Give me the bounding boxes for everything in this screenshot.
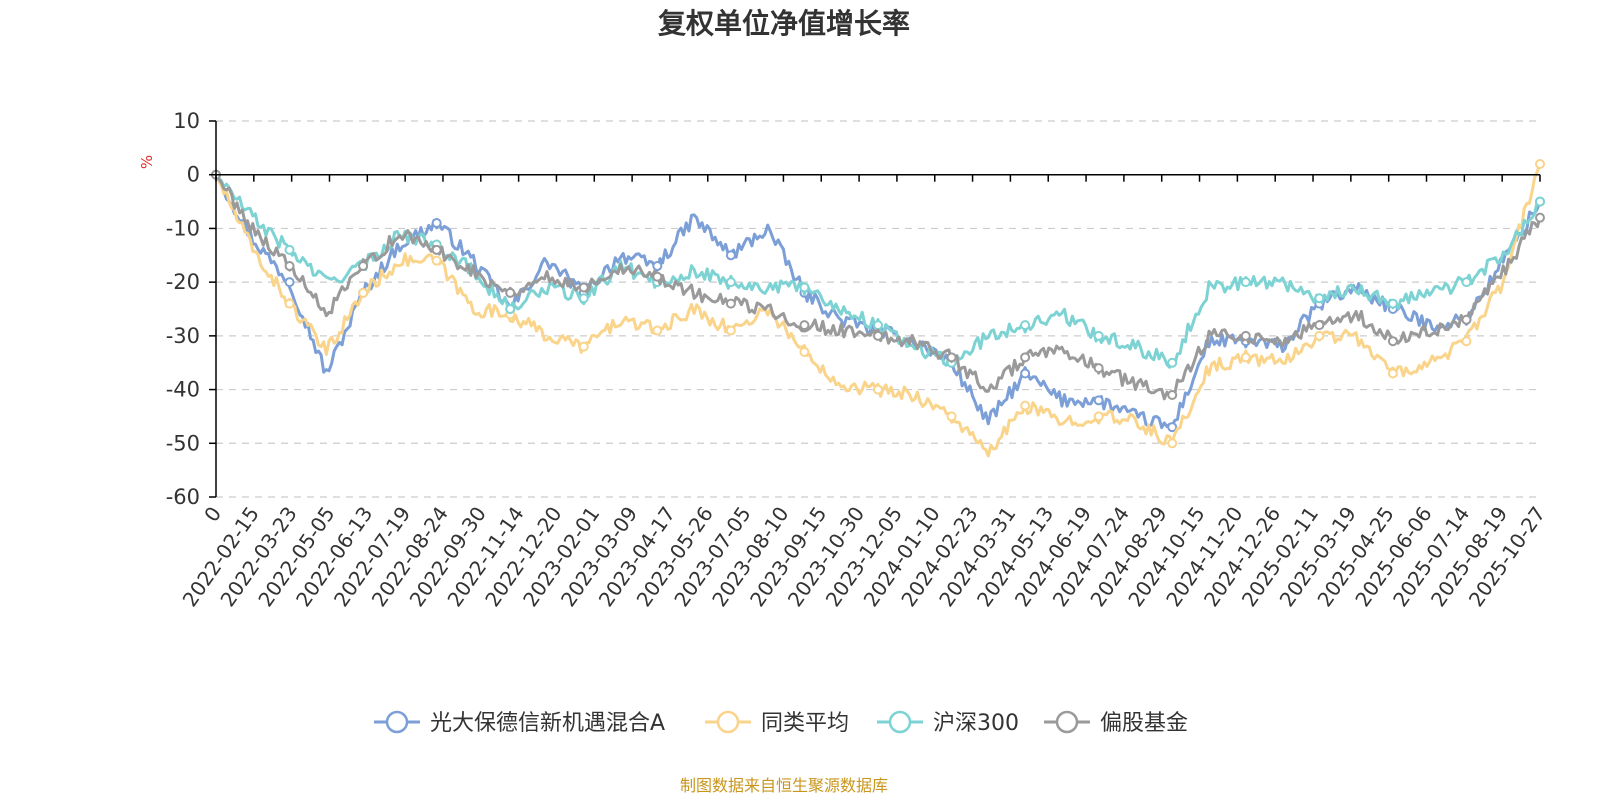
series-point	[505, 304, 516, 314]
series-point	[1093, 330, 1104, 341]
series-point	[1461, 314, 1472, 325]
series-3	[211, 169, 1545, 401]
series-layer	[211, 158, 1545, 458]
series-point	[1093, 363, 1104, 374]
y-tick-label: -60	[166, 485, 200, 509]
series-point	[1020, 368, 1031, 379]
legend-marker-icon	[888, 710, 912, 734]
series-point	[431, 218, 442, 229]
y-tick-label: 10	[173, 109, 200, 133]
y-tick-label: 0	[187, 163, 200, 187]
series-point	[1461, 336, 1472, 347]
series-point	[799, 320, 810, 331]
series-point	[799, 282, 810, 293]
chart-title: 复权单位净值增长率	[658, 7, 910, 40]
series-point	[505, 287, 516, 298]
series-point	[358, 261, 369, 272]
series-point	[652, 325, 663, 336]
series-point	[578, 293, 589, 304]
x-tick-label: 0	[199, 502, 226, 526]
series-point	[652, 271, 663, 282]
legend-marker-icon	[385, 710, 409, 734]
series-point	[1535, 158, 1545, 169]
series-point	[1535, 212, 1545, 223]
source-note: 制图数据来自恒生聚源数据库	[680, 776, 888, 795]
series-point	[873, 330, 883, 341]
y-tick-label: -30	[166, 324, 200, 348]
legend-marker-icon	[716, 710, 740, 734]
series-point	[1167, 389, 1178, 400]
axis-layer: 100-10-20-30-40-50-6002022-02-152022-03-…	[166, 109, 1550, 611]
series-point	[1314, 330, 1325, 341]
series-point	[578, 282, 589, 293]
legend-label: 偏股基金	[1100, 711, 1188, 736]
series-point	[284, 277, 295, 288]
series-point	[1020, 320, 1031, 331]
y-tick-label: -40	[166, 378, 200, 402]
series-point	[1167, 357, 1178, 368]
legend-label: 光大保德信新机遇混合A	[430, 711, 665, 736]
series-point	[1167, 438, 1178, 449]
legend[interactable]: 光大保德信新机遇混合A 同类平均 沪深300 偏股基金	[374, 710, 1188, 736]
series-point	[1240, 352, 1251, 363]
legend-label: 同类平均	[761, 711, 849, 736]
series-point	[725, 325, 736, 336]
series-point	[1314, 293, 1325, 304]
series-point	[1167, 422, 1178, 433]
series-point	[1387, 336, 1398, 347]
series-point	[1387, 298, 1398, 309]
legend-item-3[interactable]: 偏股基金	[1044, 710, 1188, 736]
legend-marker-icon	[1055, 710, 1079, 734]
series-1	[211, 158, 1545, 458]
legend-item-0[interactable]: 光大保德信新机遇混合A	[374, 710, 665, 736]
series-point	[725, 250, 736, 261]
legend-item-2[interactable]: 沪深300	[877, 710, 1019, 736]
series-point	[1020, 352, 1031, 363]
series-line	[214, 163, 1542, 458]
series-point	[799, 346, 810, 357]
series-point	[946, 411, 957, 422]
series-point	[431, 255, 442, 266]
series-point	[284, 261, 295, 272]
series-point	[1240, 277, 1251, 288]
series-point	[431, 244, 442, 255]
y-axis-unit: %	[138, 155, 156, 169]
series-point	[1387, 368, 1398, 379]
series-point	[725, 277, 736, 288]
series-point	[284, 244, 295, 255]
series-point	[652, 261, 663, 272]
series-point	[284, 298, 295, 309]
y-tick-label: -50	[166, 431, 200, 455]
series-point	[1535, 196, 1545, 207]
series-point	[358, 287, 369, 298]
series-point	[1461, 277, 1472, 288]
series-point	[1240, 330, 1251, 341]
series-point	[1093, 411, 1104, 422]
series-point	[725, 298, 736, 309]
legend-label: 沪深300	[933, 711, 1019, 736]
series-point	[1093, 395, 1104, 406]
grid-layer	[216, 120, 1540, 498]
series-point	[873, 384, 883, 395]
series-point	[946, 352, 957, 363]
series-point	[1314, 320, 1325, 331]
y-tick-label: -20	[166, 270, 200, 294]
legend-item-1[interactable]: 同类平均	[705, 710, 849, 736]
y-tick-label: -10	[166, 216, 200, 240]
series-point	[1020, 400, 1031, 411]
series-point	[873, 320, 883, 331]
series-point	[578, 341, 589, 352]
series-line	[214, 173, 1542, 401]
